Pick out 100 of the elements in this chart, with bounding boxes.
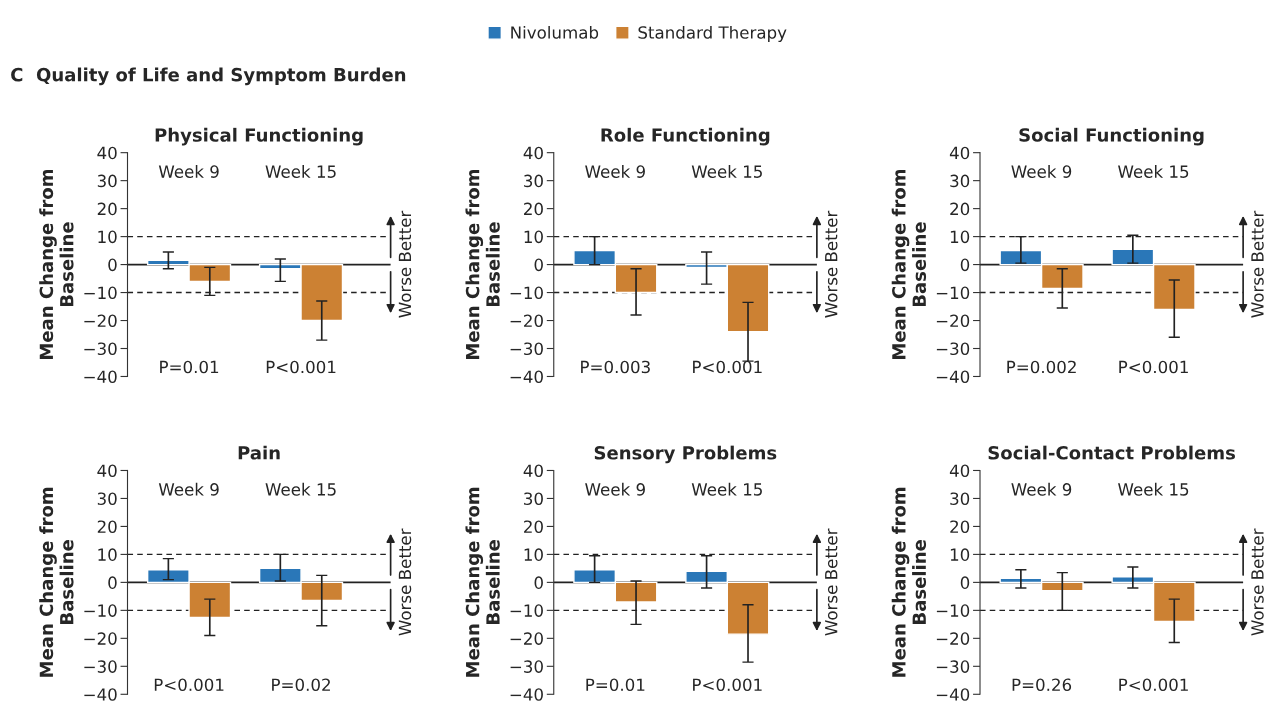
y-tick-label: −30 xyxy=(84,660,117,673)
y-tick-label: −30 xyxy=(510,660,543,673)
text: Worse xyxy=(398,267,412,318)
y-tick-label: 10 xyxy=(524,548,543,561)
y-tick-label: 0 xyxy=(108,258,117,272)
y-tick-label: −30 xyxy=(936,342,970,356)
y-tick-label: 0 xyxy=(534,576,543,589)
annotation: P=0.02 xyxy=(272,678,330,692)
annotation: P<0.001 xyxy=(693,678,762,692)
annotation: P<0.001 xyxy=(266,360,336,374)
chart-title: Social Functioning xyxy=(1019,127,1204,146)
x-tick-label: Week 9 xyxy=(1011,165,1072,178)
y-tick-label: −20 xyxy=(510,314,543,328)
y-tick-label: −20 xyxy=(510,632,543,645)
text: Worse xyxy=(825,585,838,636)
y-tick-label: 40 xyxy=(523,464,543,478)
text: Better xyxy=(825,528,838,579)
x-tick-label: Week 9 xyxy=(1011,482,1072,496)
y-tick-label: 10 xyxy=(524,230,543,244)
y-tick-label: 0 xyxy=(534,258,543,272)
chart-title: Role Functioning xyxy=(601,127,770,146)
x-tick-label: Week 15 xyxy=(1118,482,1189,496)
y-tick-label: 40 xyxy=(949,146,970,160)
x-tick-label: Week 15 xyxy=(265,482,336,496)
y-tick-label: −10 xyxy=(936,286,970,300)
y-tick-label: −10 xyxy=(84,604,117,617)
legend-label: Nivolumab xyxy=(511,25,599,39)
y-tick-label: −10 xyxy=(84,286,117,300)
y-axis-title: Mean Change from Baseline xyxy=(891,487,927,677)
x-tick-label: Week 15 xyxy=(1118,165,1189,178)
y-tick-label: 20 xyxy=(524,202,543,216)
x-tick-label: Week 15 xyxy=(691,165,762,178)
annotation: P=0.01 xyxy=(160,360,219,374)
x-tick-label: Week 9 xyxy=(585,165,645,178)
y-tick-label: 20 xyxy=(97,202,117,216)
y-tick-label: 20 xyxy=(950,520,970,533)
annotation: P<0.001 xyxy=(1119,360,1188,374)
y-tick-label: −20 xyxy=(84,632,117,645)
x-tick-label: Week 15 xyxy=(691,482,762,496)
y-tick-label: −20 xyxy=(936,632,970,645)
y-tick-label: −10 xyxy=(510,604,543,617)
text: Better xyxy=(1251,210,1264,261)
y-tick-label: 40 xyxy=(97,464,117,478)
y-tick-label: 30 xyxy=(524,492,543,506)
text: Worse xyxy=(1251,267,1264,318)
y-tick-label: −10 xyxy=(510,286,543,300)
annotation: P=0.01 xyxy=(586,678,645,692)
text: Better xyxy=(398,528,412,579)
y-tick-label: 0 xyxy=(960,258,970,272)
y-tick-label: −40 xyxy=(510,688,543,701)
y-tick-label: −40 xyxy=(510,370,543,384)
y-tick-label: −40 xyxy=(84,370,117,384)
y-tick-label: −40 xyxy=(936,688,970,701)
text: C Quality of Life and Symptom Burden xyxy=(11,67,406,86)
y-tick-label: 30 xyxy=(97,492,117,506)
legend-label: Standard Therapy xyxy=(638,25,787,43)
y-tick-label: 40 xyxy=(523,146,543,160)
y-tick-label: −20 xyxy=(936,314,970,328)
annotation: P<0.001 xyxy=(154,678,224,692)
y-tick-label: −30 xyxy=(84,342,117,356)
x-tick-label: Week 15 xyxy=(265,165,336,178)
annotation: P=0.003 xyxy=(581,360,650,374)
text: Better xyxy=(1251,528,1264,579)
y-tick-label: 30 xyxy=(524,174,543,188)
y-tick-label: 20 xyxy=(524,520,543,533)
y-tick-label: 0 xyxy=(960,576,970,589)
y-tick-label: 30 xyxy=(950,174,970,188)
x-tick-label: Week 9 xyxy=(158,165,219,178)
y-tick-label: 0 xyxy=(108,576,117,589)
text: Better xyxy=(398,210,412,261)
y-tick-label: 10 xyxy=(950,548,970,561)
y-tick-label: 30 xyxy=(97,174,117,188)
y-axis-title: Mean Change from Baseline xyxy=(465,487,500,677)
chart-title: Social-Contact Problems xyxy=(988,445,1235,460)
y-tick-label: 30 xyxy=(950,492,970,506)
y-tick-label: −40 xyxy=(936,370,970,384)
y-axis-title: Mean Change from Baseline xyxy=(39,487,74,677)
y-tick-label: 40 xyxy=(97,146,117,160)
y-axis-title: Mean Change from Baseline xyxy=(465,169,500,359)
y-tick-label: 10 xyxy=(950,230,970,244)
text: Worse xyxy=(825,267,838,318)
annotation: P<0.001 xyxy=(693,360,762,374)
y-tick-label: −10 xyxy=(936,604,970,617)
annotation: P<0.001 xyxy=(1119,678,1188,692)
annotation: P=0.002 xyxy=(1007,360,1076,374)
chart-title: Pain xyxy=(238,445,280,460)
y-tick-label: −30 xyxy=(510,342,543,356)
text: Better xyxy=(825,210,838,261)
text: Worse xyxy=(398,585,412,636)
x-tick-label: Week 9 xyxy=(158,482,219,496)
annotation: P=0.26 xyxy=(1012,678,1072,692)
y-axis-title: Mean Change from Baseline xyxy=(39,169,74,359)
text: Worse xyxy=(1251,585,1264,636)
y-tick-label: −30 xyxy=(936,660,970,673)
y-tick-label: 40 xyxy=(949,464,970,478)
y-tick-label: 20 xyxy=(97,520,117,533)
y-tick-label: 10 xyxy=(98,548,117,561)
chart-title: Physical Functioning xyxy=(155,127,363,146)
y-tick-label: −20 xyxy=(84,314,117,328)
x-tick-label: Week 9 xyxy=(585,482,645,496)
